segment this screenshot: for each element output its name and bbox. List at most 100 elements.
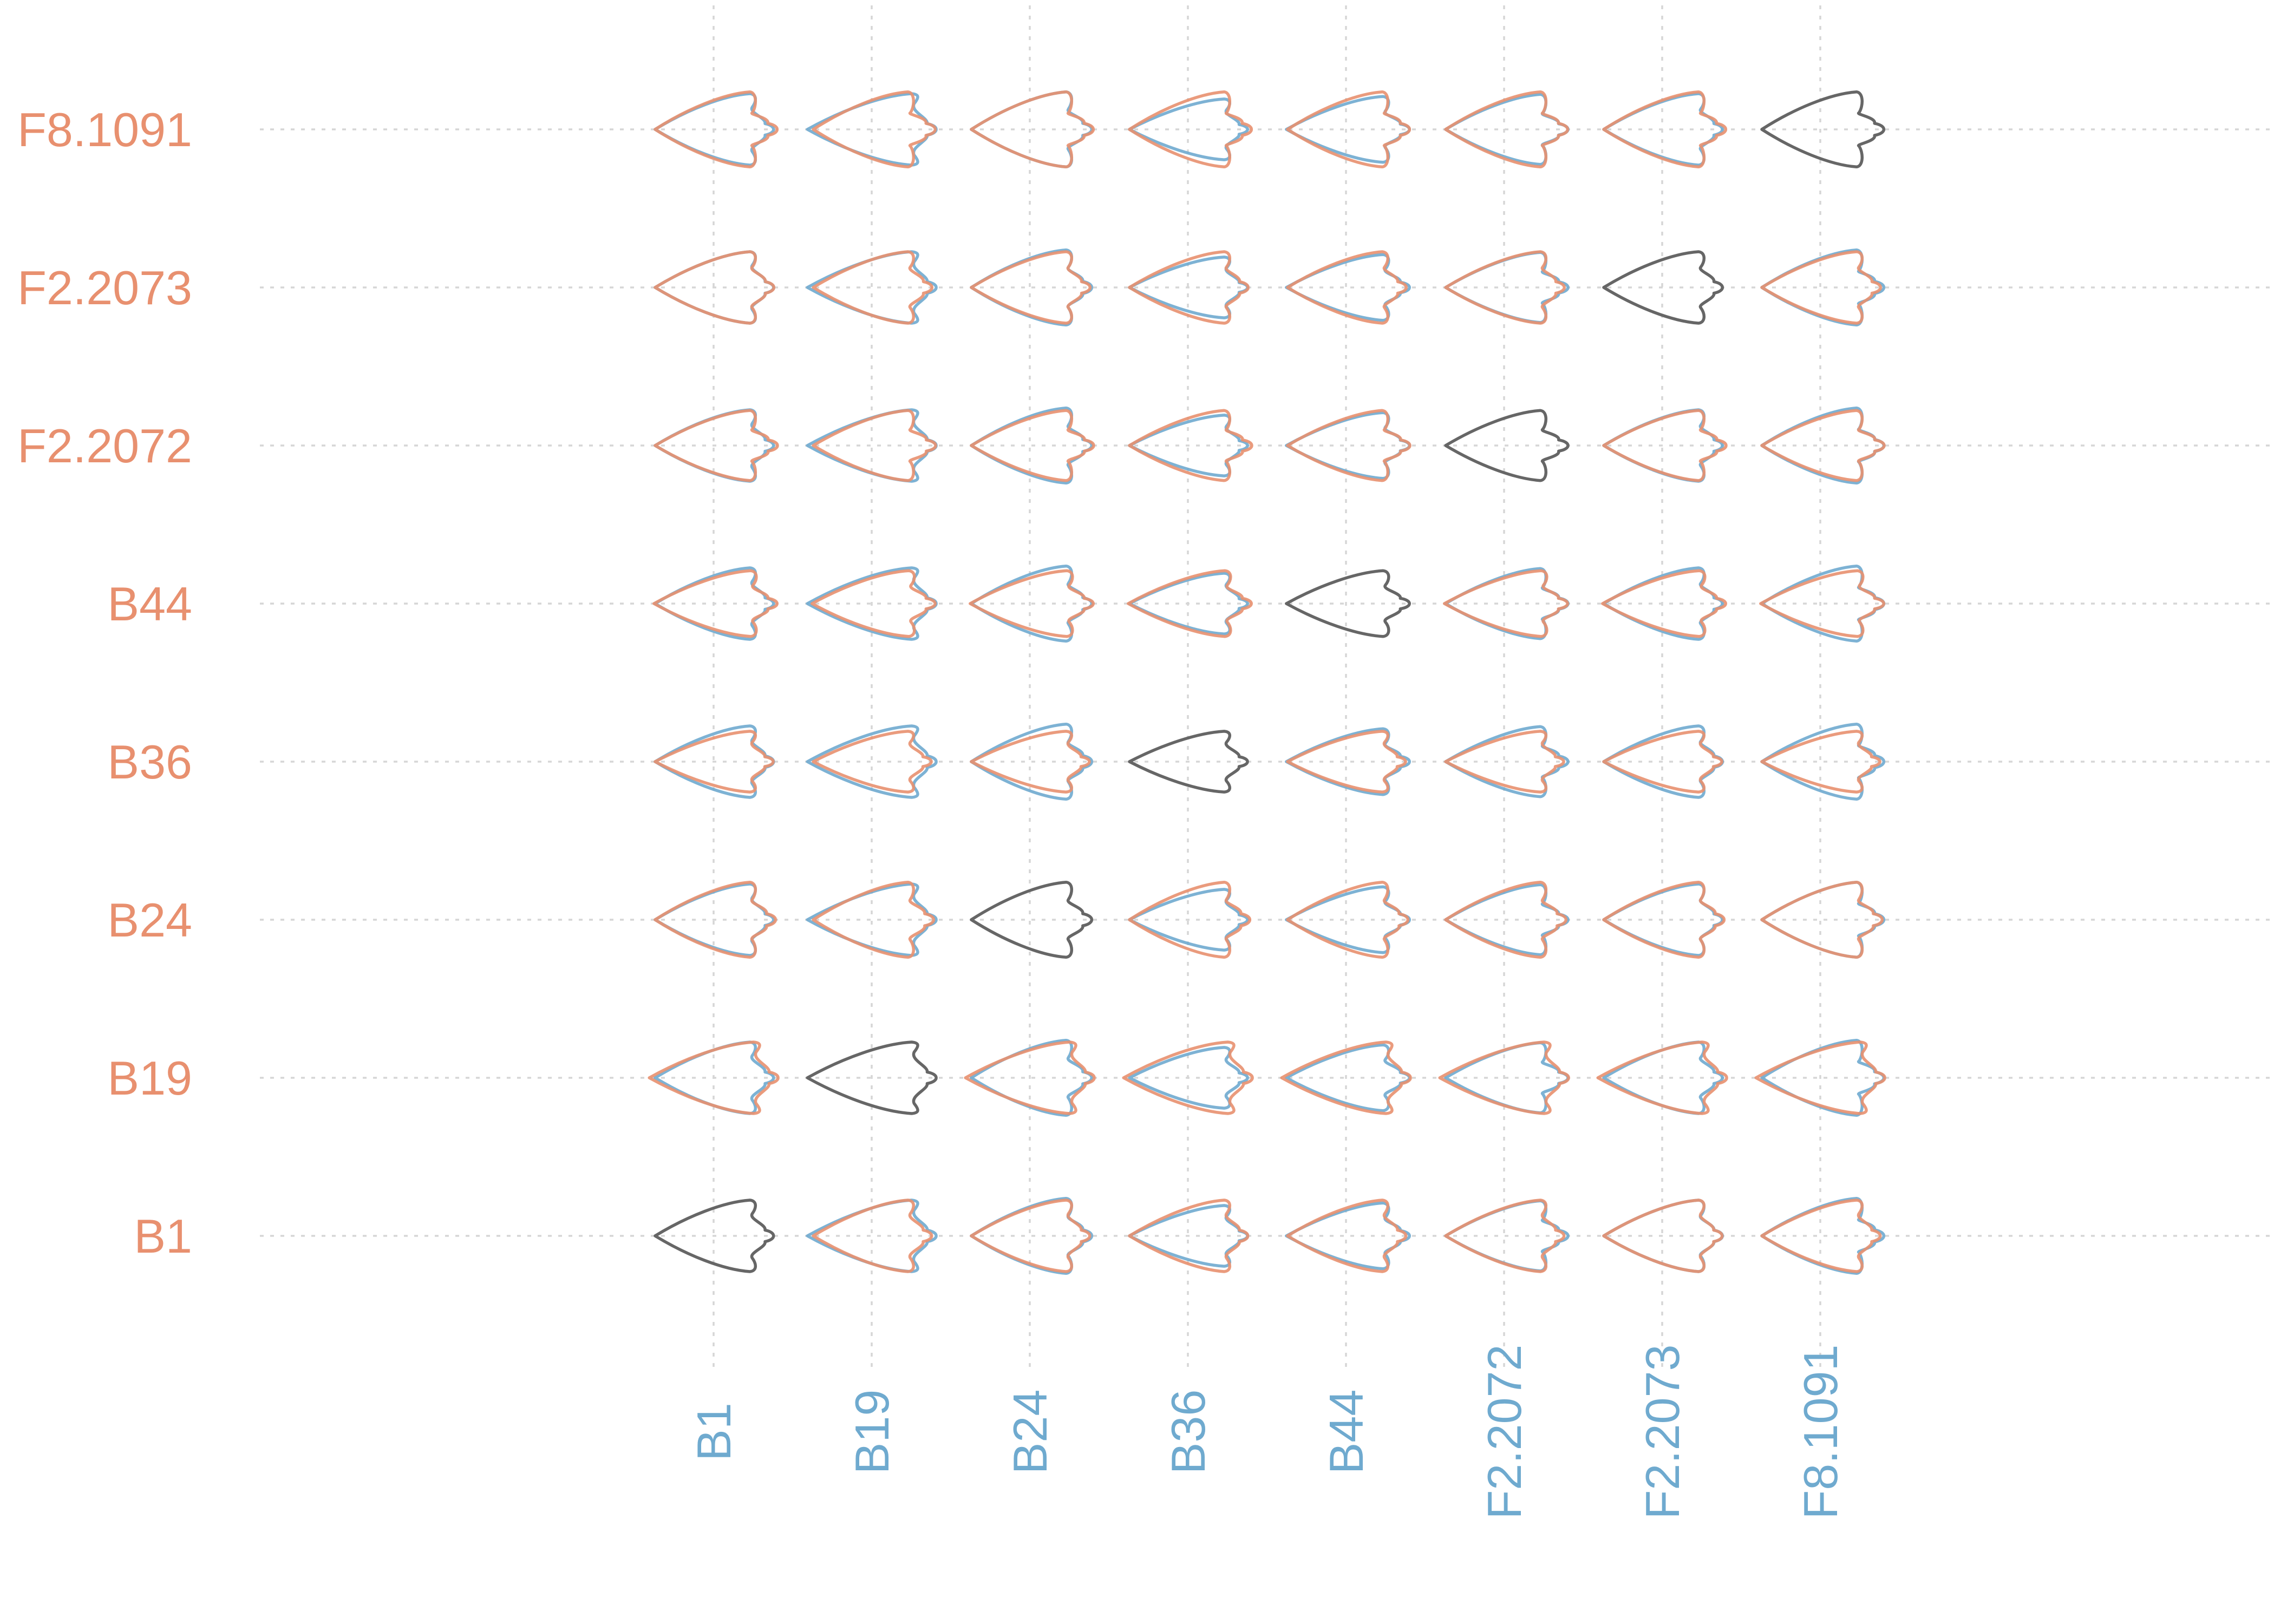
outline-row-B36 (654, 730, 775, 794)
outline-row-F2.2073 (1444, 250, 1566, 325)
cell-F2.2073-vs-B36 (1128, 250, 1250, 325)
cell-F2.2072-vs-B1 (654, 408, 779, 483)
outline-row-B36 (1602, 730, 1723, 794)
cell-B44-vs-B36 (1127, 569, 1253, 638)
cell-B44-vs-B44 (1285, 569, 1411, 638)
outline-column-B36 (1128, 97, 1249, 161)
cell-B24-vs-F2.2072 (1444, 880, 1570, 959)
cell-F8.1091-vs-F2.2072 (1444, 90, 1570, 169)
outline-row-B19 (1280, 1040, 1412, 1115)
outline-row-B1 (970, 1199, 1092, 1273)
cell-F2.2072-vs-B24 (970, 406, 1095, 485)
outline-row-F2.2072 (1602, 409, 1728, 482)
outline-row-F8.1091 (1128, 90, 1253, 169)
outline-row-F2.2072 (654, 409, 779, 482)
cell-F2.2072-vs-B19 (806, 408, 938, 483)
outline-pairs (648, 90, 1886, 1275)
outline-self-B19 (806, 1040, 938, 1115)
cell-F8.1091-vs-B36 (1128, 90, 1253, 169)
outline-column-F8.1091 (1760, 722, 1885, 801)
outline-row-F2.2072 (970, 409, 1095, 482)
cell-B1-vs-B44 (1285, 1199, 1411, 1273)
cell-F2.2073-vs-B1 (654, 250, 775, 325)
outline-row-B24 (1128, 880, 1252, 959)
outline-self-B36 (1128, 730, 1249, 794)
cell-B36-vs-F2.2072 (1444, 725, 1570, 798)
outline-row-F2.2073 (1286, 250, 1408, 325)
outline-row-B36 (1760, 730, 1881, 794)
outline-row-B24 (654, 880, 777, 959)
outline-column-B19 (806, 724, 938, 799)
cell-B1-vs-F2.2072 (1444, 1199, 1570, 1273)
column-label-F2.2072: F2.2072 (1478, 1345, 1531, 1520)
outline-column-F8.1091 (1760, 248, 1885, 327)
outline-row-B1 (1128, 1199, 1250, 1273)
cell-B36-vs-B1 (654, 724, 775, 799)
gridlines (260, 5, 2271, 1372)
cell-B19-vs-B36 (1122, 1040, 1254, 1115)
outline-column-B36 (1128, 888, 1249, 952)
column-label-B19: B19 (845, 1390, 899, 1475)
outline-column-B44 (1285, 1201, 1411, 1271)
outline-column-B36 (1128, 414, 1249, 477)
outline-row-F8.1091 (812, 90, 937, 169)
cell-B19-vs-F2.2073 (1596, 1040, 1728, 1115)
outline-column-F2.2073 (1602, 566, 1724, 641)
cell-F8.1091-vs-F8.1091 (1760, 90, 1885, 169)
row-label-B1: B1 (134, 1209, 192, 1263)
outline-column-B44 (1285, 1043, 1411, 1112)
cell-B24-vs-F2.2073 (1602, 880, 1726, 959)
outline-row-B44 (652, 569, 779, 638)
outline-row-B24 (1602, 880, 1726, 959)
outline-column-B24 (970, 406, 1094, 485)
cell-B19-vs-F2.2072 (1438, 1040, 1570, 1115)
cell-B36-vs-F2.2073 (1602, 724, 1724, 799)
outline-row-B1 (812, 1199, 933, 1273)
row-label-B24: B24 (107, 893, 192, 947)
outline-row-B24 (812, 880, 936, 959)
outline-row-B1 (1602, 1199, 1724, 1273)
outline-self-F2.2073 (1602, 250, 1724, 325)
cell-B44-vs-B1 (652, 566, 779, 641)
outline-row-B44 (1443, 569, 1569, 638)
row-label-F2.2072: F2.2072 (17, 419, 192, 473)
outline-row-B19 (648, 1040, 780, 1115)
row-label-B44: B44 (107, 577, 192, 631)
outline-column-B36 (1128, 572, 1249, 636)
row-label-F8.1091: F8.1091 (17, 103, 192, 156)
row-label-B19: B19 (107, 1051, 192, 1105)
cell-B19-vs-B1 (648, 1040, 780, 1115)
outline-row-B44 (1759, 569, 1885, 638)
outline-row-F2.2072 (1760, 409, 1886, 482)
cell-B24-vs-B24 (970, 880, 1094, 959)
outline-column-B36 (1128, 1046, 1249, 1110)
cell-F2.2073-vs-B19 (806, 250, 938, 325)
outline-row-B24 (1760, 880, 1884, 959)
cell-B19-vs-B24 (964, 1038, 1096, 1117)
outline-column-F2.2072 (1444, 883, 1570, 957)
column-label-F2.2073: F2.2073 (1636, 1345, 1689, 1520)
column-labels: B1 B19 B24 B36 B44 F2.2072 F2.2073 F8.1091 (687, 1345, 1847, 1520)
cell-F2.2073-vs-F2.2072 (1444, 250, 1570, 325)
outline-row-F2.2073 (970, 250, 1092, 325)
outline-row-B1 (1286, 1199, 1408, 1273)
outline-row-F2.2073 (1760, 250, 1882, 325)
outline-row-B1 (1444, 1199, 1566, 1273)
outline-row-B44 (811, 569, 937, 638)
cell-F2.2072-vs-F8.1091 (1760, 406, 1886, 485)
cell-B44-vs-F8.1091 (1759, 564, 1885, 643)
cell-B1-vs-F2.2073 (1602, 1199, 1724, 1273)
outline-self-B24 (970, 880, 1094, 959)
cell-B36-vs-B44 (1285, 727, 1411, 796)
cell-F8.1091-vs-B1 (654, 90, 779, 169)
cell-F2.2073-vs-F2.2073 (1602, 250, 1724, 325)
outline-self-F2.2072 (1444, 409, 1570, 482)
cell-B19-vs-B19 (806, 1040, 938, 1115)
cell-F8.1091-vs-B19 (806, 90, 938, 169)
outline-row-B19 (1596, 1040, 1728, 1115)
outline-column-B24 (970, 1196, 1094, 1275)
outline-column-B44 (1285, 411, 1411, 480)
outline-row-B19 (1754, 1040, 1886, 1115)
outline-row-F2.2072 (812, 409, 937, 482)
outline-column-B44 (1285, 253, 1411, 322)
